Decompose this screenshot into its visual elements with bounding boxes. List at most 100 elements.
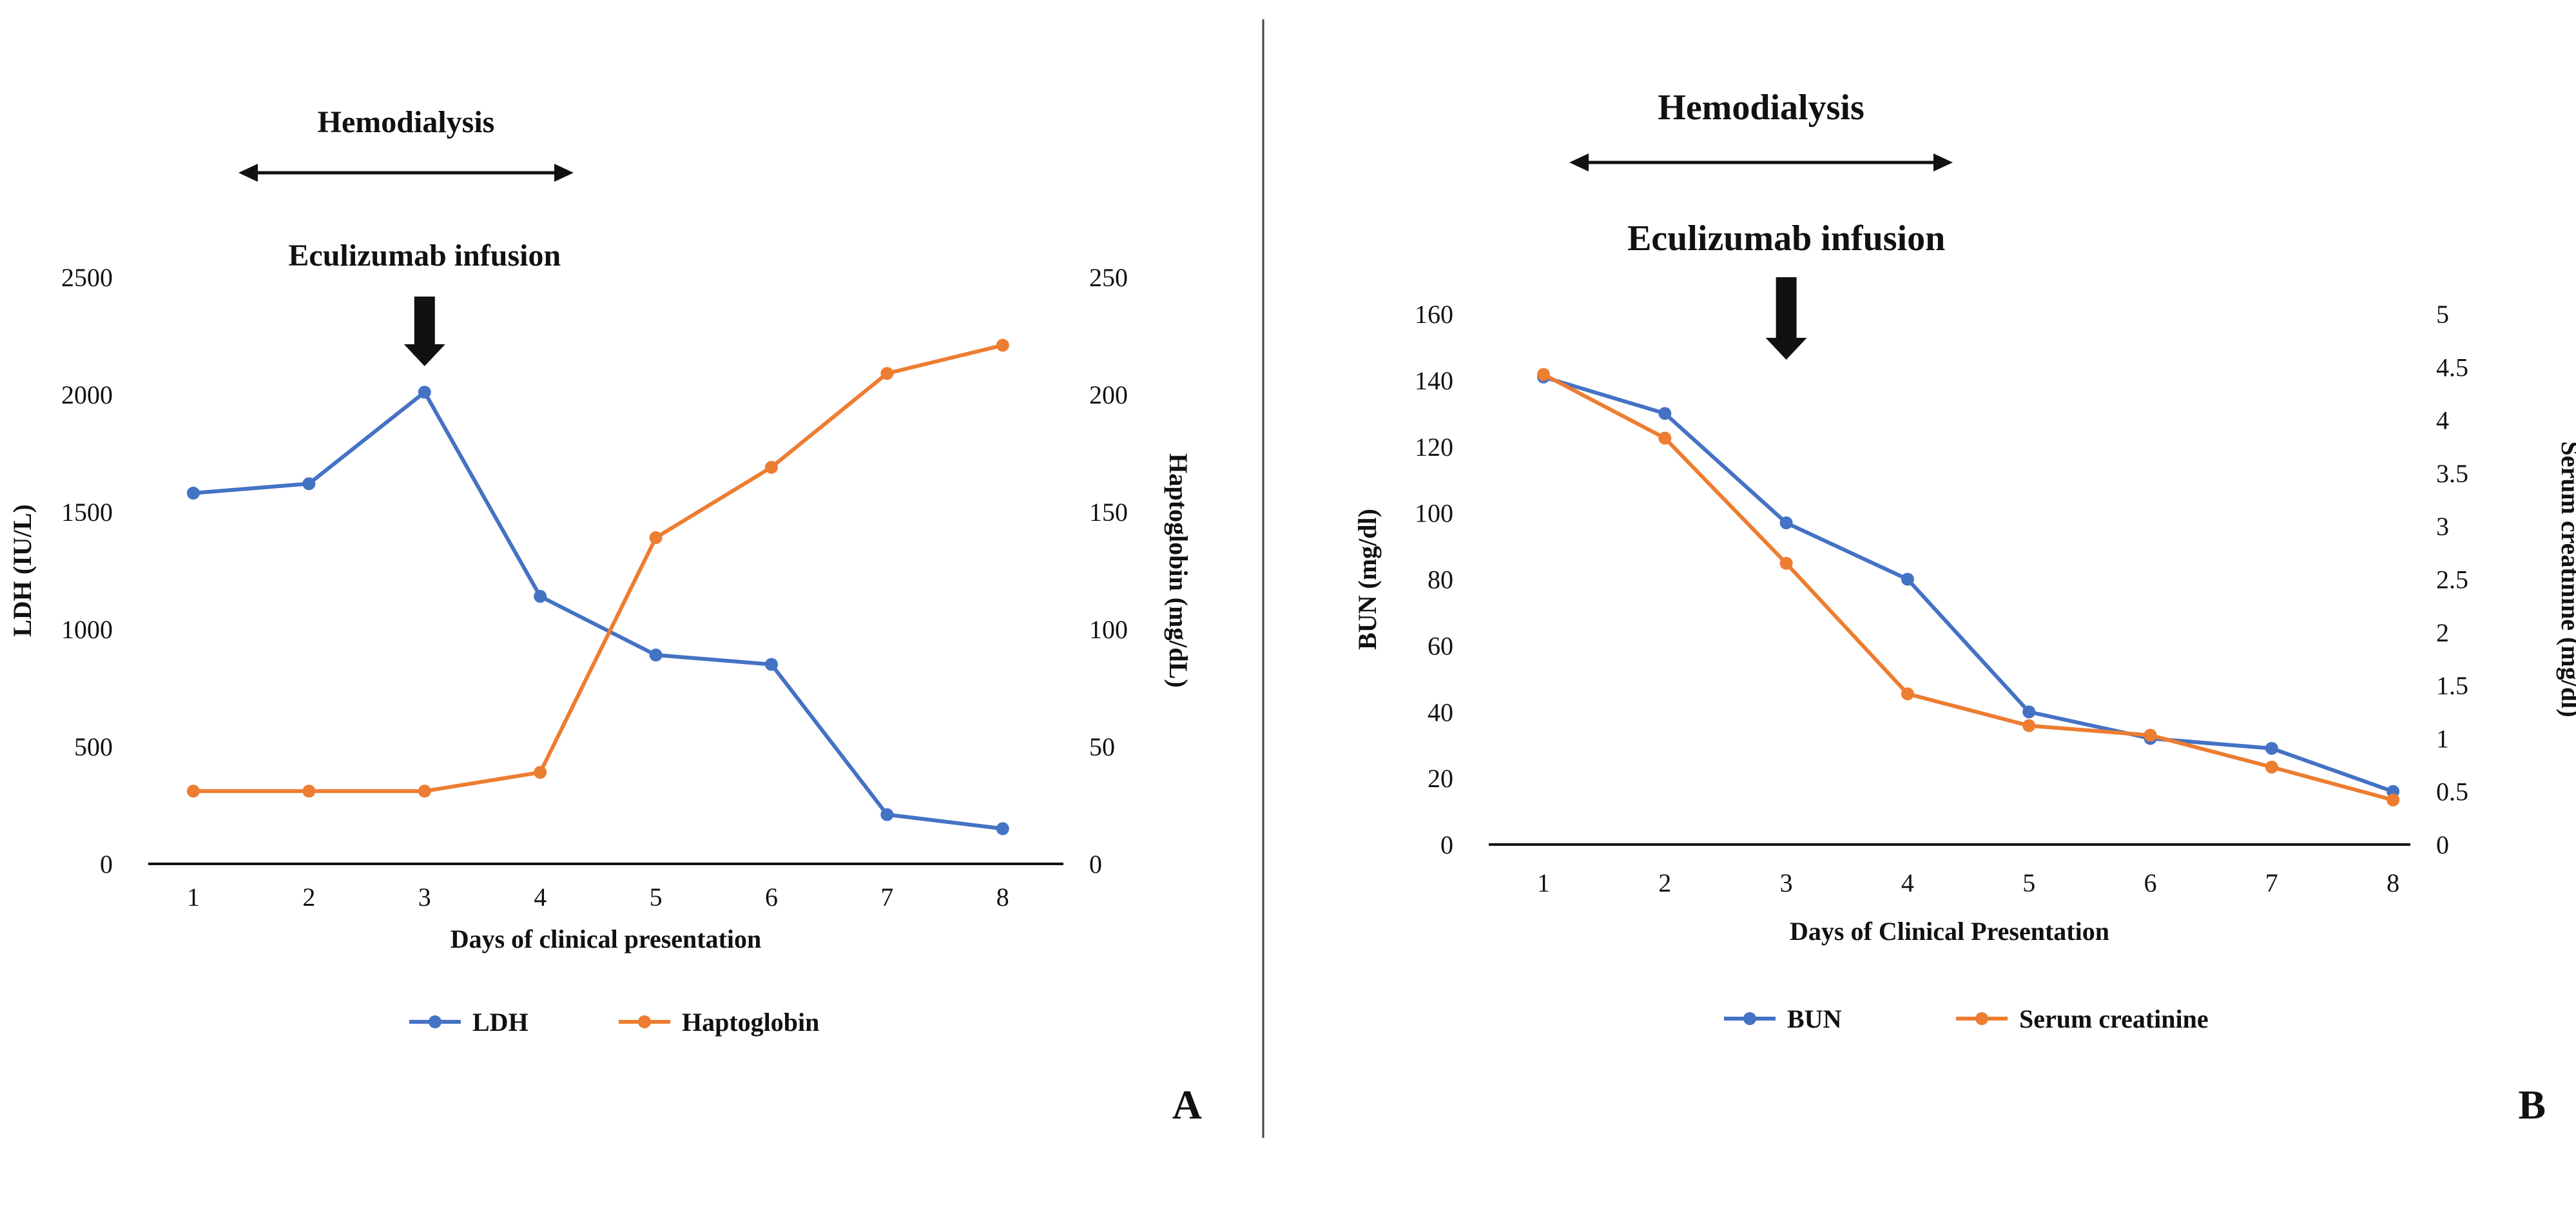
data-point: [996, 338, 1009, 352]
right-y-tick-label: 5: [2436, 300, 2449, 329]
left-y-tick-label: 0: [1440, 830, 1453, 859]
x-tick-label: 1: [1537, 868, 1550, 897]
x-tick-label: 6: [765, 883, 778, 912]
left-y-tick-label: 2500: [61, 263, 113, 292]
right-y-tick-label: 3: [2436, 512, 2449, 541]
hemodialysis-label: Hemodialysis: [318, 105, 495, 139]
legend-entry: Haptoglobin: [682, 1008, 819, 1037]
eculizumab-infusion-arrow-icon: [1765, 277, 1807, 360]
right-y-tick-label: 0.5: [2436, 777, 2468, 806]
data-point: [2265, 741, 2278, 755]
data-point: [649, 649, 663, 662]
x-tick-label: 5: [650, 883, 663, 912]
hemodialysis-left-arrowhead: [238, 164, 258, 182]
data-point: [1658, 431, 1672, 445]
left-y-tick-label: 2000: [61, 380, 113, 409]
right-y-tick-label: 1: [2436, 724, 2449, 753]
data-point: [1779, 516, 1793, 530]
right-y-tick-label: 0: [2436, 830, 2449, 859]
left-y-tick-label: 500: [74, 732, 113, 761]
right-y-tick-label: 50: [1089, 732, 1115, 761]
legend-swatch-marker: [429, 1015, 441, 1028]
data-point: [2265, 760, 2278, 774]
x-tick-label: 6: [2144, 868, 2157, 897]
x-tick-label: 1: [187, 883, 200, 912]
data-point: [1537, 367, 1550, 381]
series-line-haptoglobin: [193, 343, 1003, 794]
data-point: [765, 460, 778, 474]
legend-entry: BUN: [1787, 1004, 1842, 1033]
series-line-bun: [1543, 375, 2394, 794]
x-axis-label: Days of clinical presentation: [450, 924, 762, 953]
right-y-tick-label: 2.5: [2436, 565, 2468, 594]
x-tick-label: 8: [996, 883, 1009, 912]
data-point: [187, 785, 200, 798]
eculizumab-infusion-label: Eculizumab infusion: [288, 239, 561, 273]
legend-swatch-marker: [1975, 1012, 1988, 1025]
left-y-tick-label: 140: [1415, 366, 1453, 395]
data-point: [1901, 687, 1914, 701]
left-y-tick-label: 40: [1428, 698, 1453, 727]
data-point: [302, 785, 316, 798]
data-point: [418, 785, 431, 798]
data-point: [996, 822, 1009, 836]
left-y-axis-label: BUN (mg/dl): [1353, 509, 1382, 650]
x-tick-label: 4: [1901, 868, 1914, 897]
data-point: [880, 367, 894, 380]
x-tick-label: 7: [880, 883, 893, 912]
right-y-tick-label: 0: [1089, 850, 1102, 879]
x-tick-label: 5: [2022, 868, 2035, 897]
right-y-tick-label: 4: [2436, 406, 2449, 435]
left-y-tick-label: 120: [1415, 433, 1453, 462]
x-axis-label: Days of Clinical Presentation: [1790, 917, 2109, 946]
data-point: [2387, 793, 2400, 806]
hemodialysis-right-arrowhead: [554, 164, 574, 182]
panel-label: B: [2518, 1082, 2546, 1128]
hemodialysis-right-arrowhead: [1933, 153, 1953, 171]
right-y-tick-label: 150: [1089, 498, 1128, 527]
data-point: [649, 531, 663, 545]
x-tick-label: 3: [418, 883, 431, 912]
right-y-tick-label: 200: [1089, 380, 1128, 409]
data-point: [534, 766, 547, 779]
data-point: [765, 658, 778, 671]
data-point: [2022, 705, 2036, 719]
legend-swatch-marker: [1743, 1012, 1756, 1025]
right-y-axis-label: Haptoglobin (mg/dL): [1164, 453, 1193, 687]
x-tick-label: 7: [2265, 868, 2278, 897]
right-y-tick-label: 2: [2436, 618, 2449, 647]
x-tick-label: 4: [534, 883, 547, 912]
left-y-tick-label: 0: [100, 850, 113, 879]
x-tick-label: 3: [1780, 868, 1793, 897]
right-y-tick-label: 250: [1089, 263, 1128, 292]
data-point: [2022, 719, 2036, 732]
left-y-tick-label: 20: [1428, 764, 1453, 793]
data-point: [187, 486, 200, 500]
eculizumab-infusion-arrow-icon: [403, 297, 445, 366]
data-point: [1658, 407, 1672, 420]
left-y-tick-label: 1500: [61, 498, 113, 527]
legend-swatch-marker: [638, 1015, 651, 1028]
data-point: [1901, 572, 1914, 586]
legend-entry: LDH: [472, 1008, 528, 1037]
eculizumab-infusion-label: Eculizumab infusion: [1627, 219, 1945, 259]
data-point: [2144, 728, 2157, 742]
left-y-tick-label: 80: [1428, 565, 1453, 594]
data-point: [1779, 556, 1793, 570]
left-y-tick-label: 100: [1415, 499, 1453, 528]
data-point: [302, 477, 316, 491]
right-y-tick-label: 100: [1089, 615, 1128, 644]
data-point: [880, 808, 894, 821]
left-y-tick-label: 1000: [61, 615, 113, 644]
x-tick-label: 8: [2387, 868, 2399, 897]
hemodialysis-label: Hemodialysis: [1658, 88, 1864, 128]
right-y-tick-label: 1.5: [2436, 671, 2468, 700]
right-y-tick-label: 4.5: [2436, 353, 2468, 382]
left-y-tick-label: 160: [1415, 300, 1453, 329]
right-y-axis-label: Serum creatinine (mg/dl): [2556, 441, 2576, 717]
series-line-ldh: [193, 390, 1003, 831]
chart-panel-a: 0 500 1000 1500 2000 2500 0 50 100 150 200 250 1 2 3 4 5…: [8, 105, 1202, 1128]
left-y-axis-label: LDH (IU/L): [8, 504, 37, 637]
right-y-tick-label: 3.5: [2436, 459, 2468, 488]
